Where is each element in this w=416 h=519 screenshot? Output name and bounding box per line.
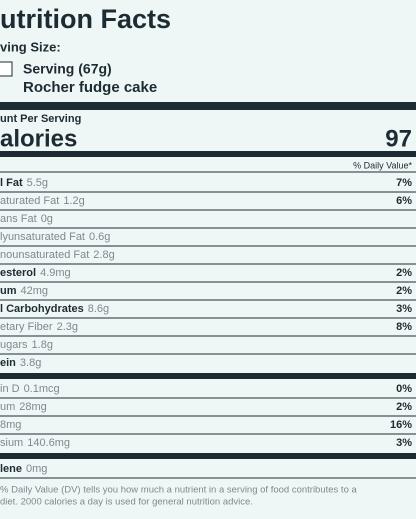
nutrient-name: l Carbohydrates (0, 303, 84, 315)
daily-value: 7% (396, 177, 412, 189)
nutrient-row: ein 3.8g (0, 357, 41, 369)
nutrient-amount: 3.8g (20, 357, 41, 369)
calories-label: alories (0, 125, 77, 152)
nutrient-row: in D 0.1mcg (0, 383, 60, 395)
nutrient-amount: 0.1mcg (24, 383, 60, 395)
serving: Serving (67g) (23, 61, 112, 77)
daily-value: 2% (396, 285, 412, 297)
nutrient-name: lyunsaturated Fat (0, 231, 85, 243)
nutrient-name: aturated Fat (0, 195, 59, 207)
daily-value: 8% (396, 321, 412, 333)
nutrient-amount: 8mg (0, 419, 21, 431)
daily-value: 2% (396, 401, 412, 413)
nutrient-row: um 42mg (0, 285, 48, 297)
nutrient-amount: 0.6g (89, 231, 110, 243)
nutrient-row: ugars 1.8g (0, 339, 53, 351)
food-name: Rocher fudge cake (23, 79, 157, 96)
daily-value: 3% (396, 437, 412, 449)
nutrient-amount: 0mg (26, 463, 47, 475)
title: utrition Facts (0, 4, 171, 34)
nutrient-row: 8mg (0, 419, 21, 431)
calories-value: 97 (385, 125, 412, 152)
divider (0, 373, 416, 379)
nutrient-amount: 140.6mg (27, 437, 70, 449)
nutrient-row: lyunsaturated Fat 0.6g (0, 231, 110, 243)
nutrient-amount: 1.8g (32, 339, 53, 351)
nutrient-row: aturated Fat 1.2g (0, 195, 85, 207)
daily-value: 16% (390, 419, 412, 431)
nutrient-row: etary Fiber 2.3g (0, 321, 78, 333)
nutrient-row: lene 0mg (0, 463, 47, 475)
nutrient-name: um (0, 285, 17, 297)
nutrient-name: sium (0, 437, 23, 449)
nutrient-amount: 0g (41, 213, 53, 225)
nutrient-row: ans Fat 0g (0, 213, 53, 225)
daily-value: 6% (396, 195, 412, 207)
nutrient-name: ans Fat (0, 213, 37, 225)
nutrient-row: sium 140.6mg (0, 437, 70, 449)
daily-value: 0% (396, 383, 412, 395)
nutrient-row: nounsaturated Fat 2.8g (0, 249, 115, 261)
nutrient-name: esterol (0, 267, 36, 279)
divider (0, 151, 416, 157)
nutrient-amount: 4.9mg (40, 267, 71, 279)
nutrient-name: lene (0, 463, 22, 475)
footnote: % Daily Value (DV) tells you how much a … (0, 485, 357, 496)
nutrient-name: nounsaturated Fat (0, 249, 89, 261)
nutrient-name: ein (0, 357, 16, 369)
nutrient-name: ugars (0, 339, 28, 351)
nutrient-amount: 1.2g (63, 195, 84, 207)
nutrient-amount: 2.3g (57, 321, 78, 333)
amount-per-serving: unt Per Serving (0, 113, 81, 125)
nutrient-amount: 8.6g (88, 303, 109, 315)
nutrient-row: um 28mg (0, 401, 47, 413)
divider (0, 453, 416, 459)
dv-header: % Daily Value* (353, 160, 412, 170)
nutrient-amount: 5.5g (27, 177, 48, 189)
nutrient-row: esterol 4.9mg (0, 267, 71, 279)
footnote: diet. 2000 calories a day is used for ge… (0, 497, 253, 508)
nutrient-amount: 2.8g (93, 249, 114, 261)
nutrient-amount: 42mg (21, 285, 49, 297)
daily-value: 3% (396, 303, 412, 315)
nutrient-row: l Carbohydrates 8.6g (0, 303, 109, 315)
nutrient-name: l Fat (0, 177, 23, 189)
nutrient-name: um (0, 401, 15, 413)
daily-value: 2% (396, 267, 412, 279)
divider (0, 102, 416, 110)
checkbox[interactable] (0, 61, 13, 77)
nutrient-amount: 28mg (19, 401, 47, 413)
serving-size-label: ving Size: (0, 39, 61, 54)
nutrient-row: l Fat 5.5g (0, 177, 48, 189)
nutrient-name: in D (0, 383, 20, 395)
nutrient-name: etary Fiber (0, 321, 53, 333)
